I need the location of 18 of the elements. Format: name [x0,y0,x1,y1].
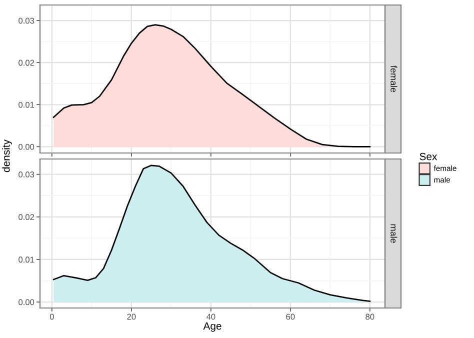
y-tick-label: 0.01 [18,102,34,108]
y-tick-label: 0.02 [18,214,34,220]
y-tick-label: 0.03 [18,18,34,24]
x-tick-label: 40 [206,314,216,320]
x-axis-title: Age [203,322,222,332]
y-tick-label: 0.02 [18,60,34,66]
y-tick-label: 0.01 [18,256,34,263]
text: female [390,66,398,92]
x-tick-label: 20 [127,314,136,320]
legend-title: Sex [420,152,438,160]
x-tick-label: 80 [366,314,374,320]
x-tick-label: 0 [50,314,54,320]
y-tick-label: 0.00 [18,299,34,306]
x-tick-label: 60 [286,314,295,320]
y-tick-label: 0.03 [18,172,34,178]
y-axis-title: density [2,140,12,172]
y-tick-label: 0.00 [18,144,34,150]
text: male [390,224,398,243]
